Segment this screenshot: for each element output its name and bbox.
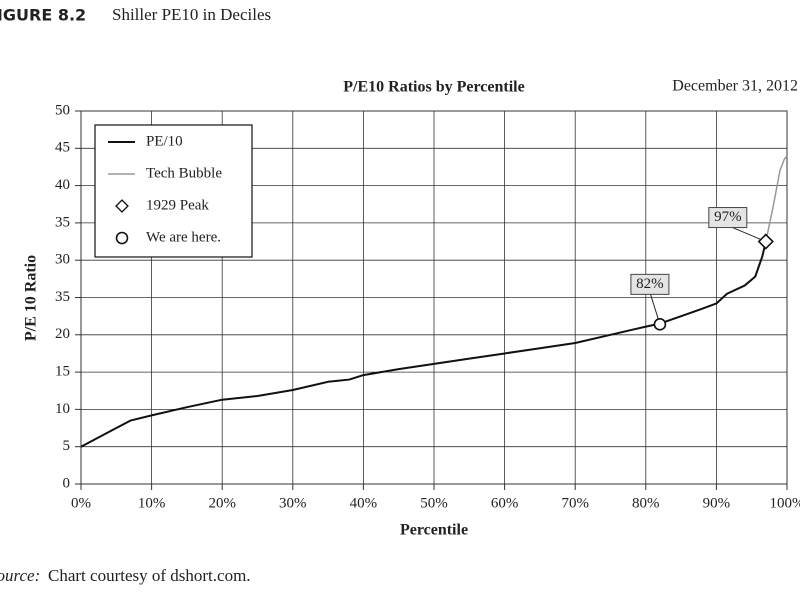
x-axis-label: Percentile — [400, 522, 468, 539]
y-tick-label: 50 — [55, 102, 70, 118]
callout-box — [708, 207, 748, 229]
figure-caption: Shiller PE10 in Deciles — [112, 5, 271, 24]
callout-line — [727, 225, 767, 243]
y-tick-label: 15 — [55, 364, 70, 380]
line-series — [765, 155, 788, 242]
x-tick-label: 20% — [208, 495, 236, 511]
y-tick-label: 10 — [55, 401, 70, 417]
x-tick-label: 30% — [279, 495, 307, 511]
legend-label: Tech Bubble — [146, 165, 222, 181]
legend-label: PE/10 — [146, 133, 183, 149]
x-tick-label: 10% — [138, 495, 166, 511]
chart-title: P/E10 Ratios by Percentile — [343, 79, 524, 96]
x-tick-label: 90% — [703, 495, 731, 511]
marker-diamond — [115, 199, 129, 213]
legend-label: 1929 Peak — [146, 197, 209, 213]
y-tick-label: 35 — [55, 214, 70, 230]
marker-circle — [115, 231, 129, 245]
legend-label: We are here. — [146, 229, 221, 245]
marker-circle — [653, 318, 667, 331]
x-tick-label: 40% — [350, 495, 378, 511]
x-tick-label: 0% — [71, 495, 91, 511]
line-series — [80, 241, 767, 448]
y-axis-label: P/E 10 Ratio — [23, 255, 40, 341]
x-tick-label: 70% — [561, 495, 589, 511]
callout-box — [630, 273, 670, 295]
figure-label: FIGURE 8.2 — [0, 6, 86, 25]
y-tick-label: 30 — [55, 252, 70, 268]
y-tick-label: 45 — [55, 140, 70, 156]
y-tick-label: 40 — [55, 177, 70, 193]
x-tick-label: 50% — [420, 495, 448, 511]
y-tick-label: 20 — [55, 326, 70, 342]
x-tick-label: 100% — [770, 495, 800, 511]
x-tick-label: 60% — [491, 495, 519, 511]
marker-diamond — [757, 233, 774, 250]
y-tick-label: 5 — [63, 438, 71, 454]
chart-subtitle: December 31, 2012 — [672, 78, 798, 95]
y-tick-label: 35 — [55, 289, 70, 305]
plot-frame — [80, 110, 788, 485]
callout-label: 97% — [714, 209, 742, 225]
x-tick-label: 80% — [632, 495, 660, 511]
callout-label: 82% — [636, 276, 664, 292]
y-tick-label: 0 — [63, 475, 71, 491]
source-text: Chart courtesy of dshort.com. — [48, 566, 251, 585]
source-label: Source: — [0, 566, 40, 585]
